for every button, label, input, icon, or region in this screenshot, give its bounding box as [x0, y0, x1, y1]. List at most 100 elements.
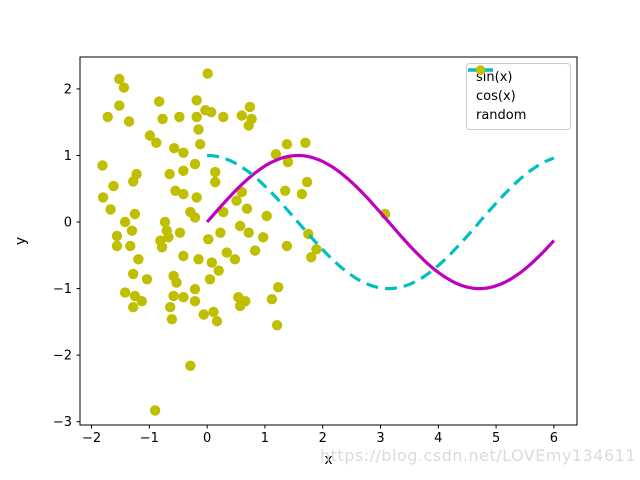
- scatter-point: [206, 107, 217, 118]
- scatter-point: [193, 254, 204, 265]
- y-axis-label: y: [13, 236, 29, 246]
- scatter-point: [296, 188, 308, 200]
- scatter-point: [234, 220, 246, 232]
- scatter-point: [178, 250, 189, 262]
- scatter-point: [163, 232, 174, 243]
- scatter-point: [102, 111, 113, 123]
- scatter-point: [281, 139, 293, 150]
- y-tick-label: −1: [53, 282, 72, 297]
- scatter-point: [105, 204, 116, 215]
- scatter-point: [243, 227, 254, 238]
- scatter-point: [193, 124, 204, 135]
- x-tick-label: 2: [319, 431, 327, 446]
- legend-label-cos: cos(x): [476, 89, 516, 104]
- scatter-point: [271, 320, 283, 331]
- scatter-point: [210, 166, 221, 178]
- scatter-point: [301, 176, 313, 188]
- scatter-point: [221, 247, 232, 258]
- x-tick-label: 6: [550, 431, 558, 446]
- watermark: https://blog.csdn.net/LOVEmy134611: [320, 446, 636, 465]
- scatter-point: [164, 168, 175, 180]
- scatter-point: [178, 188, 189, 200]
- y-tick-label: −2: [53, 349, 72, 364]
- plot-border: [79, 56, 578, 426]
- legend-label-sin: sin(x): [476, 70, 513, 85]
- legend-entry-cos: cos(x): [468, 68, 562, 104]
- scatter-point: [174, 111, 185, 123]
- scatter-point: [108, 180, 119, 192]
- scatter-point: [213, 265, 224, 276]
- scatter-point: [141, 274, 153, 285]
- x-tick-label: 0: [203, 431, 211, 446]
- scatter-point: [185, 360, 196, 371]
- scatter-point: [126, 225, 138, 236]
- scatter-point: [270, 149, 282, 160]
- scatter-point: [261, 210, 272, 222]
- scatter-dot-icon: [475, 65, 486, 75]
- scatter-point: [174, 227, 186, 238]
- scatter-point: [125, 240, 136, 252]
- x-tick-label: −1: [140, 431, 159, 446]
- scatter-point: [128, 176, 139, 187]
- scatter-point: [311, 244, 322, 255]
- scatter-point: [151, 137, 162, 148]
- scatter-point: [111, 240, 123, 252]
- scatter-point: [280, 185, 291, 196]
- sin-curve: [205, 153, 556, 291]
- scatter-point: [266, 294, 278, 305]
- legend-label-random: random: [476, 108, 527, 123]
- scatter-point: [144, 130, 156, 141]
- scatter-point: [129, 208, 141, 220]
- scatter-point: [191, 95, 202, 106]
- scatter-point: [157, 113, 168, 125]
- scatter-point: [241, 203, 253, 214]
- scatter-point: [156, 242, 168, 253]
- scatter-point: [191, 192, 202, 203]
- scatter-point: [118, 82, 130, 93]
- scatter-point: [165, 302, 176, 313]
- scatter-point: [189, 158, 201, 170]
- scatter-point: [136, 296, 147, 307]
- scatter-point: [166, 314, 178, 325]
- scatter-point: [211, 316, 223, 327]
- scatter-point: [97, 192, 109, 203]
- scatter-point: [189, 296, 201, 307]
- cos-dashed-line-icon: [468, 68, 493, 72]
- scatter-point: [133, 254, 144, 265]
- scatter-point: [236, 110, 247, 121]
- legend: sin(x) cos(x) random: [466, 63, 571, 130]
- x-tick-label: 4: [434, 431, 442, 446]
- scatter-point: [236, 186, 247, 198]
- scatter-point: [229, 254, 241, 265]
- scatter-point: [208, 306, 219, 318]
- cos-curve: [207, 153, 555, 291]
- scatter-point: [203, 234, 214, 245]
- scatter-point: [202, 68, 213, 79]
- scatter-point: [114, 73, 125, 85]
- scatter-point: [169, 143, 180, 154]
- scatter-point: [178, 165, 189, 176]
- scatter-point: [273, 282, 284, 293]
- scatter-point: [114, 100, 125, 111]
- scatter-point: [258, 232, 269, 243]
- scatter-point: [168, 290, 179, 302]
- y-tick-label: 2: [64, 82, 72, 97]
- scatter-point: [204, 274, 216, 285]
- x-tick-label: 1: [261, 431, 269, 446]
- scatter-point: [218, 111, 229, 123]
- scatter-point: [206, 257, 217, 268]
- scatter-point: [210, 176, 221, 188]
- scatter-point: [234, 300, 246, 312]
- scatter-point: [244, 101, 256, 113]
- scatter-point: [97, 160, 108, 171]
- scatter-point: [282, 156, 294, 168]
- scatter-point: [281, 240, 293, 252]
- x-tick-label: 5: [492, 431, 500, 446]
- scatter-point: [243, 120, 254, 131]
- x-tick-label: −2: [82, 431, 101, 446]
- scatter-point: [300, 137, 311, 148]
- scatter-point: [111, 230, 123, 242]
- scatter-point: [195, 139, 206, 150]
